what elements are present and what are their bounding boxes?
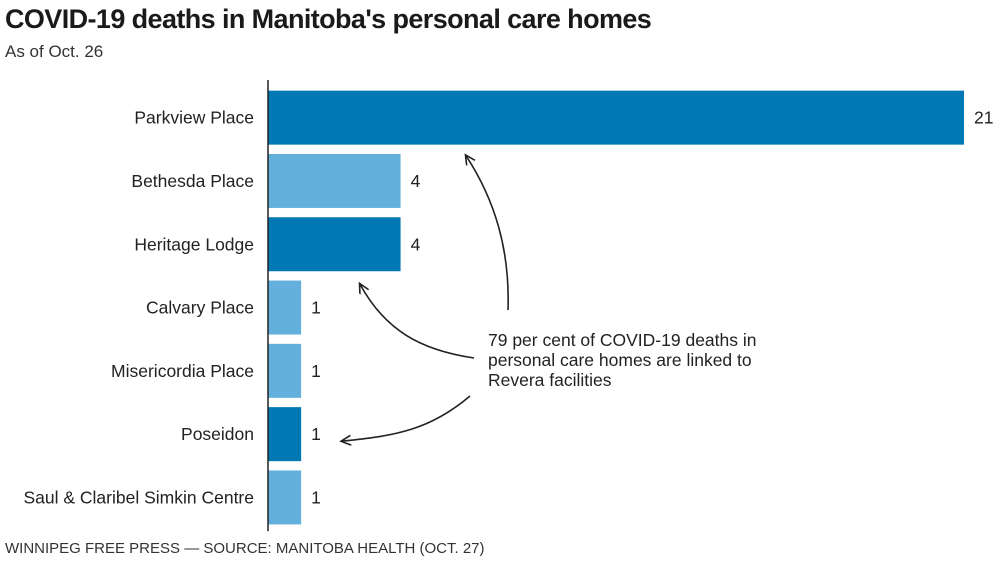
category-label: Bethesda Place xyxy=(131,171,254,191)
category-label: Heritage Lodge xyxy=(134,234,254,254)
arrow-to-heritage xyxy=(360,284,475,359)
bar-poseidon xyxy=(268,407,302,462)
category-label: Calvary Place xyxy=(146,298,254,318)
annotation-line-1: 79 per cent of COVID-19 deaths in xyxy=(488,330,756,350)
arrow-to-parkview xyxy=(466,156,509,311)
bar-bethesda-place xyxy=(268,153,401,208)
bar-saul-claribel-simkin-centre xyxy=(268,470,302,525)
category-label: Misericordia Place xyxy=(111,361,254,381)
category-label: Poseidon xyxy=(181,424,254,444)
value-label: 1 xyxy=(311,361,321,381)
bar-calvary-place xyxy=(268,280,302,335)
bar-misericordia-place xyxy=(268,343,302,398)
source-credit: WINNIPEG FREE PRESS — SOURCE: MANITOBA H… xyxy=(5,540,485,557)
bar-heritage-lodge xyxy=(268,217,401,272)
bar-parkview-place xyxy=(268,90,964,145)
value-label: 1 xyxy=(311,487,321,507)
value-label: 4 xyxy=(411,171,421,191)
arrow-to-poseidon xyxy=(342,395,471,441)
value-label: 4 xyxy=(411,234,421,254)
value-label: 21 xyxy=(974,108,993,128)
annotation-line-2: personal care homes are linked to xyxy=(488,350,752,370)
chart-title: COVID-19 deaths in Manitoba's personal c… xyxy=(5,4,652,34)
annotation-text: 79 per cent of COVID-19 deaths in person… xyxy=(488,330,761,390)
category-label: Parkview Place xyxy=(134,108,254,128)
chart-subtitle: As of Oct. 26 xyxy=(5,42,104,61)
annotation-line-3: Revera facilities xyxy=(488,370,612,390)
value-label: 1 xyxy=(311,298,321,318)
category-label: Saul & Claribel Simkin Centre xyxy=(23,487,254,507)
value-label: 1 xyxy=(311,424,321,444)
